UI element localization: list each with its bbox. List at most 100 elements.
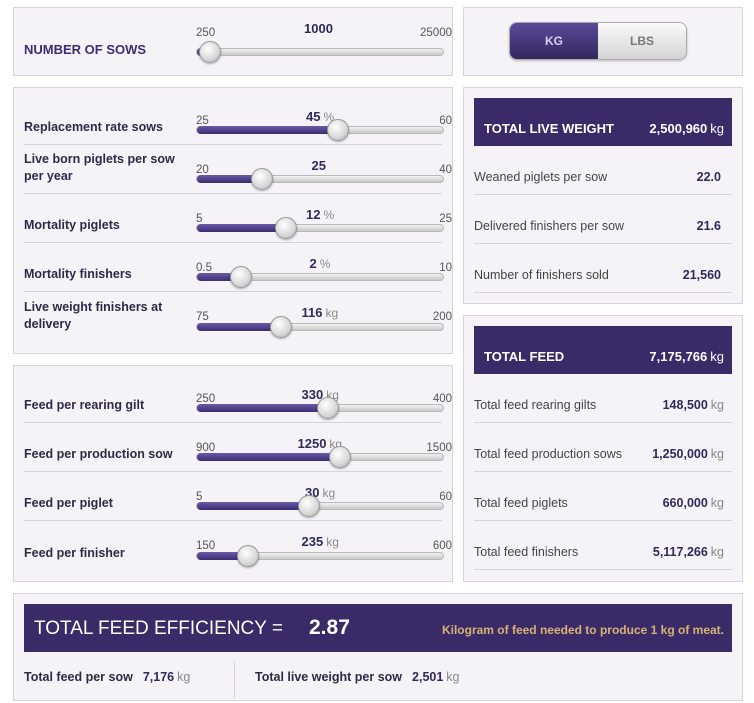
slider-track[interactable] (196, 397, 444, 419)
feed-panel: Feed per rearing gilt 250 330 kg 400 Feed… (13, 365, 453, 582)
slider-max: 10 (439, 262, 452, 274)
result-label: Weaned piglets per sow (474, 170, 608, 184)
slider-handle[interactable] (269, 316, 292, 338)
slider-min: 75 (196, 311, 209, 323)
efficiency-header: TOTAL FEED EFFICIENCY = 2.87 Kilogram of… (24, 604, 732, 652)
sows-slider[interactable]: 250 1000 25000 (196, 8, 452, 66)
slider-fill (197, 323, 281, 331)
slider-min: 5 (196, 213, 203, 225)
slider-fill (197, 502, 310, 510)
slider-row: Feed per piglet 5 30 kg 60 (24, 472, 452, 521)
result-label: Total feed finishers (474, 545, 579, 559)
slider[interactable]: 250 330 kg 400 (196, 374, 452, 422)
result-label: Number of finishers sold (474, 268, 609, 282)
slider-label: Mortality piglets (24, 218, 120, 232)
slider-fill (197, 552, 248, 560)
live-weight-per-sow: Total live weight per sow 2,501 kg (255, 670, 460, 684)
slider-track[interactable] (196, 217, 444, 239)
slider-fill (197, 126, 338, 134)
result-row: Delivered finishers per sow 21.6 (474, 195, 732, 244)
slider-row: Mortality finishers 0.5 2% 10 (24, 243, 452, 292)
result-value: 1,250,000 kg (652, 447, 724, 461)
total-feed-total: 7,175,766 kg (649, 349, 724, 364)
efficiency-label: TOTAL FEED EFFICIENCY = (34, 618, 283, 639)
slider[interactable]: 150 235 kg 600 (196, 521, 452, 570)
slider-track[interactable] (196, 495, 444, 517)
slider-value: 116 kg (301, 305, 339, 320)
slider[interactable]: 25 45% 60 (196, 96, 452, 144)
live-weight-title: TOTAL LIVE WEIGHT (484, 121, 614, 136)
slider-fill (197, 175, 262, 183)
slider-fill (197, 224, 286, 232)
slider-handle[interactable] (317, 397, 340, 419)
slider-min: 250 (196, 393, 216, 405)
slider-max: 200 (432, 311, 452, 323)
slider[interactable]: 5 12% 25 (196, 194, 452, 242)
unit-toggle[interactable]: KG LBS (509, 22, 687, 60)
efficiency-panel: TOTAL FEED EFFICIENCY = 2.87 Kilogram of… (13, 593, 743, 701)
sows-row: NUMBER OF SOWS 250 1000 25000 (24, 8, 452, 66)
slider[interactable]: 20 25 40 (196, 145, 452, 193)
slider-track[interactable] (196, 316, 444, 338)
efficiency-value: 2.87 (309, 616, 350, 639)
slider-value: 2% (309, 256, 331, 271)
slider-label: Live born piglets per sow per year (24, 152, 175, 183)
slider-handle[interactable] (251, 168, 273, 190)
result-value: 5,117,266 kg (652, 545, 724, 559)
total-feed-panel: TOTAL FEED 7,175,766 kg Total feed rearin… (463, 315, 743, 582)
slider-label: Feed per production sow (24, 447, 173, 461)
slider-value: 45% (306, 109, 335, 124)
slider-label: Mortality finishers (24, 267, 132, 281)
result-label: Total feed piglets (474, 496, 568, 510)
slider-track[interactable] (196, 41, 444, 63)
feed-per-sow: Total feed per sow 7,176 kg (24, 670, 191, 684)
result-row: Weaned piglets per sow 22.0 (474, 146, 732, 195)
slider-row: Feed per finisher 150 235 kg 600 (24, 521, 452, 570)
slider-label: Feed per finisher (24, 546, 125, 560)
herd-panel: Replacement rate sows 25 45% 60 Live bor… (13, 87, 453, 354)
live-weight-total: 2,500,960 kg (649, 121, 724, 136)
slider-label: Feed per rearing gilt (24, 398, 145, 412)
slider-max: 600 (432, 540, 452, 552)
slider[interactable]: 5 30 kg 60 (196, 472, 452, 520)
slider-handle[interactable] (236, 545, 259, 567)
slider-handle[interactable] (229, 266, 252, 288)
slider[interactable]: 0.5 2% 10 (196, 243, 452, 291)
result-value: 21.6 (696, 219, 721, 233)
slider-track[interactable] (196, 119, 444, 141)
result-label: Total feed production sows (474, 447, 623, 461)
result-row: Total feed finishers 5,117,266 kg (474, 521, 732, 570)
result-label: Total feed rearing gilts (474, 398, 597, 412)
slider-handle[interactable] (274, 217, 297, 239)
efficiency-note: Kilogram of feed needed to produce 1 kg … (441, 623, 724, 637)
slider-row: Feed per rearing gilt 250 330 kg 400 (24, 374, 452, 423)
slider-track[interactable] (196, 266, 444, 288)
slider-fill (197, 273, 241, 281)
slider-handle[interactable] (199, 41, 222, 63)
slider-row: Live born piglets per sow per year 20 25… (24, 145, 452, 194)
slider-track[interactable] (196, 545, 444, 567)
slider-track[interactable] (196, 446, 444, 468)
live-weight-header: TOTAL LIVE WEIGHT 2,500,960 kg (474, 98, 732, 146)
slider-min: 20 (196, 164, 209, 176)
slider-min: 150 (196, 540, 216, 552)
slider[interactable]: 900 1250 kg 1500 (196, 423, 452, 471)
slider-handle[interactable] (328, 446, 351, 468)
slider[interactable]: 75 116 kg 200 (196, 292, 452, 341)
sows-panel: NUMBER OF SOWS 250 1000 25000 (13, 7, 453, 76)
slider-handle[interactable] (326, 119, 349, 141)
slider-value: 235 kg (301, 534, 339, 549)
slider-track[interactable] (196, 168, 444, 190)
lbs-button[interactable]: LBS (598, 23, 686, 59)
slider-max: 400 (432, 393, 452, 405)
total-feed-header: TOTAL FEED 7,175,766 kg (474, 326, 732, 374)
slider-handle[interactable] (298, 495, 321, 517)
divider (234, 662, 235, 698)
kg-button[interactable]: KG (510, 23, 598, 59)
slider-row: Live weight finishers at delivery 75 116… (24, 292, 452, 341)
result-label: Delivered finishers per sow (474, 219, 625, 233)
result-row: Number of finishers sold 21,560 (474, 244, 732, 293)
slider-label: Replacement rate sows (24, 120, 163, 134)
slider-fill (197, 404, 329, 412)
slider-row: Mortality piglets 5 12% 25 (24, 194, 452, 243)
